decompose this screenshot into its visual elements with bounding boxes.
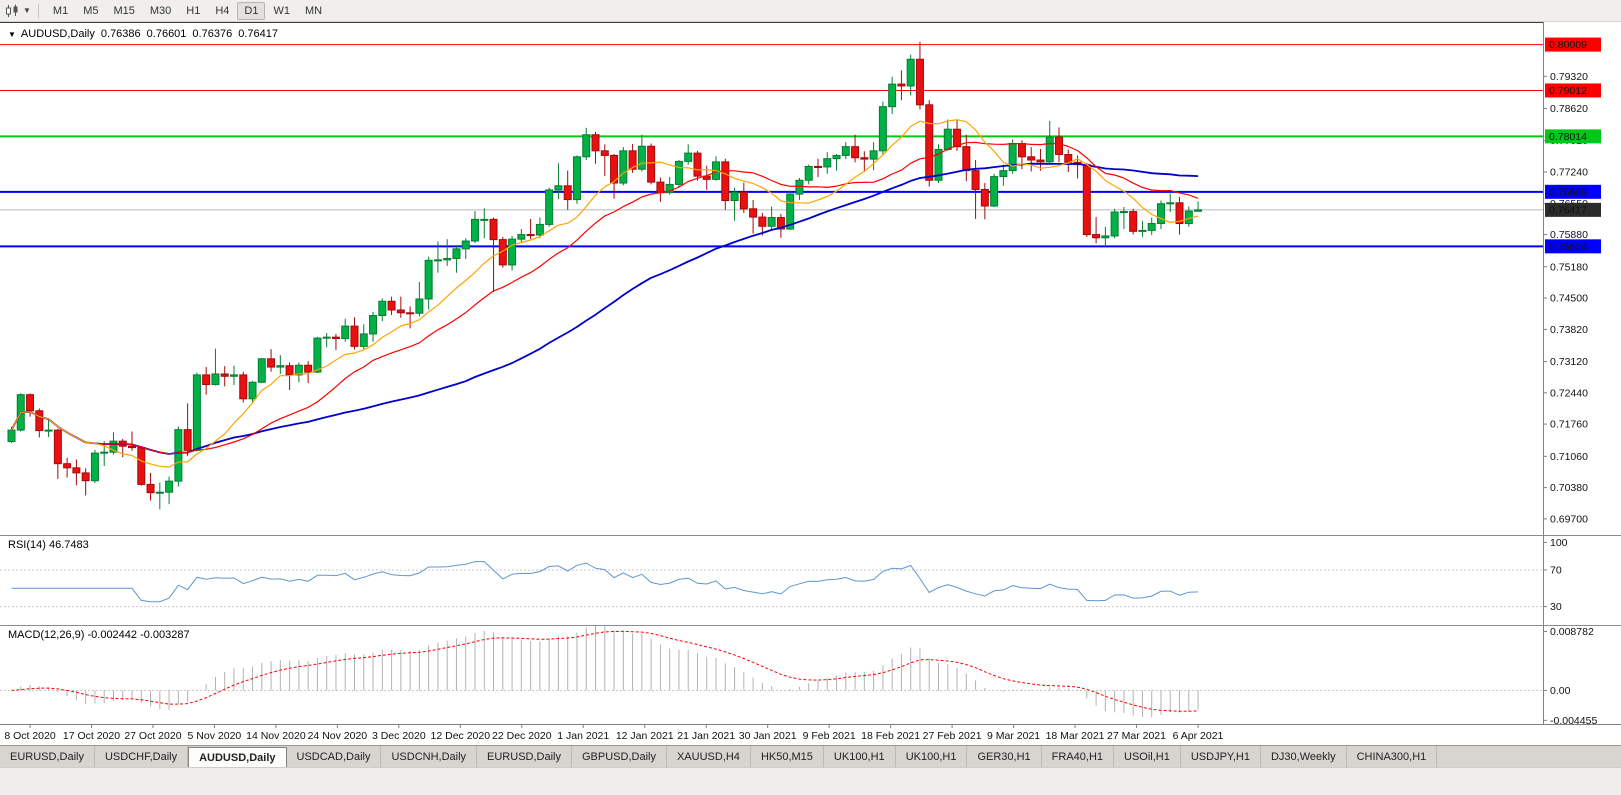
- svg-text:0.69700: 0.69700: [1550, 513, 1588, 525]
- timeframe-toolbar: ▼ M1 M5 M15 M30 H1 H4 D1 W1 MN: [0, 0, 1621, 22]
- horizontal-level-lines[interactable]: [0, 44, 1543, 248]
- svg-text:18 Mar 2021: 18 Mar 2021: [1046, 730, 1105, 742]
- chart-tab-0-eurusd-daily[interactable]: EURUSD,Daily: [0, 746, 95, 767]
- svg-text:30: 30: [1550, 601, 1562, 613]
- svg-text:30 Jan 2021: 30 Jan 2021: [739, 730, 797, 742]
- svg-text:0.74500: 0.74500: [1550, 293, 1588, 305]
- chart-window: 0.793200.786200.779200.772400.765500.758…: [0, 22, 1621, 745]
- svg-text:22 Dec 2020: 22 Dec 2020: [492, 730, 552, 742]
- svg-text:-0.004455: -0.004455: [1550, 715, 1597, 727]
- price-axis[interactable]: 0.793200.786200.779200.772400.765500.758…: [1543, 22, 1621, 727]
- svg-text:0.79012: 0.79012: [1549, 85, 1587, 97]
- svg-text:0.73120: 0.73120: [1550, 356, 1588, 368]
- timeframe-button-m5[interactable]: M5: [83, 4, 99, 17]
- level-price-badge: 0.79012: [1545, 83, 1601, 98]
- svg-text:8 Oct 2020: 8 Oct 2020: [4, 730, 56, 742]
- svg-text:14 Nov 2020: 14 Nov 2020: [246, 730, 306, 742]
- level-price-badge: 0.76809: [1545, 184, 1601, 199]
- dropdown-caret-icon[interactable]: ▼: [23, 6, 31, 15]
- chart-tab-4-usdcnh-daily[interactable]: USDCNH,Daily: [381, 746, 478, 767]
- chart-tab-9-uk100-h1[interactable]: UK100,H1: [823, 746, 896, 767]
- chart-canvas[interactable]: 0.793200.786200.779200.772400.765500.758…: [0, 22, 1621, 745]
- svg-text:0.75624: 0.75624: [1549, 241, 1587, 253]
- timeframe-button-w1[interactable]: W1: [273, 4, 290, 17]
- timeframe-button-m30[interactable]: M30: [149, 4, 172, 17]
- timeframe-buttons: M1 M5 M15 M30 H1 H4 D1 W1 MN: [46, 1, 329, 20]
- timeframe-button-m15[interactable]: M15: [113, 4, 135, 17]
- chart-tab-8-hk50-m15[interactable]: HK50,M15: [750, 746, 824, 767]
- svg-text:0.78620: 0.78620: [1550, 103, 1588, 115]
- timeframe-button-h4[interactable]: H4: [215, 4, 230, 17]
- svg-text:0.73820: 0.73820: [1550, 324, 1588, 336]
- chart-tab-11-ger30-h1[interactable]: GER30,H1: [967, 746, 1042, 767]
- pane-separators[interactable]: [0, 535, 1621, 626]
- svg-text:27 Oct 2020: 27 Oct 2020: [124, 730, 181, 742]
- chart-tab-5-eurusd-daily[interactable]: EURUSD,Daily: [477, 746, 572, 767]
- svg-text:0.76809: 0.76809: [1549, 186, 1587, 198]
- level-price-badge: 0.75624: [1545, 239, 1601, 254]
- svg-text:18 Feb 2021: 18 Feb 2021: [861, 730, 920, 742]
- chart-tab-2-audusd-daily[interactable]: AUDUSD,Daily: [188, 747, 287, 767]
- svg-text:21 Jan 2021: 21 Jan 2021: [677, 730, 735, 742]
- toolbar-separator: [37, 3, 39, 18]
- date-axis[interactable]: 8 Oct 2020 17 Oct 2020 27 Oct 2020 5 Nov 20…: [0, 724, 1621, 745]
- svg-text:100: 100: [1550, 537, 1568, 549]
- chart-tab-6-gbpusd-daily[interactable]: GBPUSD,Daily: [572, 746, 667, 767]
- chart-background: [0, 22, 1621, 745]
- svg-text:0.79320: 0.79320: [1550, 71, 1588, 83]
- svg-text:0.75880: 0.75880: [1550, 229, 1588, 241]
- timeframe-button-m1[interactable]: M1: [52, 4, 69, 17]
- candlestick-glyph: [6, 4, 18, 17]
- svg-text:17 Oct 2020: 17 Oct 2020: [63, 730, 120, 742]
- chart-tabs-bar: EURUSD,Daily USDCHF,Daily AUDUSD,Daily USDC…: [0, 745, 1621, 767]
- rsi-pane[interactable]: [0, 561, 1543, 608]
- chart-tab-16-china300-h1[interactable]: CHINA300,H1: [1346, 746, 1438, 767]
- moving-average-lines: [10, 119, 1199, 468]
- chart-tab-15-dj30-weekly[interactable]: DJ30,Weekly: [1260, 746, 1347, 767]
- svg-text:0.76417: 0.76417: [1549, 204, 1587, 216]
- chart-tab-10-uk100-h1[interactable]: UK100,H1: [895, 746, 968, 767]
- level-price-badge: 0.80009: [1545, 37, 1601, 52]
- chart-tab-14-usdjpy-h1[interactable]: USDJPY,H1: [1180, 746, 1261, 767]
- svg-text:27 Mar 2021: 27 Mar 2021: [1107, 730, 1166, 742]
- chart-type-icon[interactable]: [4, 3, 22, 19]
- svg-text:0.77240: 0.77240: [1550, 166, 1588, 178]
- timeframe-button-h1[interactable]: H1: [186, 4, 201, 17]
- svg-text:24 Nov 2020: 24 Nov 2020: [308, 730, 368, 742]
- svg-text:70: 70: [1550, 564, 1562, 576]
- svg-text:0.75180: 0.75180: [1550, 261, 1588, 273]
- svg-text:12 Jan 2021: 12 Jan 2021: [616, 730, 674, 742]
- level-price-badge: 0.78014: [1545, 129, 1601, 144]
- chart-tab-1-usdchf-daily[interactable]: USDCHF,Daily: [94, 746, 189, 767]
- svg-text:9 Mar 2021: 9 Mar 2021: [987, 730, 1040, 742]
- svg-text:0.80009: 0.80009: [1549, 39, 1587, 51]
- current-price-badge: 0.76417: [1545, 202, 1601, 217]
- svg-text:0.78014: 0.78014: [1549, 131, 1587, 143]
- chart-tab-3-usdcad-daily[interactable]: USDCAD,Daily: [286, 746, 382, 767]
- svg-text:9 Feb 2021: 9 Feb 2021: [803, 730, 856, 742]
- svg-text:27 Feb 2021: 27 Feb 2021: [923, 730, 982, 742]
- svg-text:0.70380: 0.70380: [1550, 482, 1588, 494]
- svg-text:0.71760: 0.71760: [1550, 419, 1588, 431]
- svg-text:0.008782: 0.008782: [1550, 626, 1594, 638]
- chart-tab-12-fra40-h1[interactable]: FRA40,H1: [1041, 746, 1115, 767]
- status-bar: [0, 767, 1621, 795]
- svg-text:5 Nov 2020: 5 Nov 2020: [188, 730, 242, 742]
- svg-text:6 Apr 2021: 6 Apr 2021: [1173, 730, 1224, 742]
- candlesticks[interactable]: [7, 41, 1203, 510]
- timeframe-button-d1[interactable]: D1: [237, 1, 266, 20]
- svg-text:3 Dec 2020: 3 Dec 2020: [372, 730, 426, 742]
- chart-tab-13-usoil-h1[interactable]: USOil,H1: [1114, 746, 1181, 767]
- timeframe-button-mn[interactable]: MN: [304, 4, 323, 17]
- svg-text:0.72440: 0.72440: [1550, 387, 1588, 399]
- macd-pane[interactable]: [0, 626, 1543, 718]
- svg-text:0.71060: 0.71060: [1550, 451, 1588, 463]
- svg-text:12 Dec 2020: 12 Dec 2020: [431, 730, 491, 742]
- chart-tab-7-xauusd-h4[interactable]: XAUUSD,H4: [666, 746, 751, 767]
- svg-text:0.00: 0.00: [1550, 685, 1571, 697]
- svg-text:1 Jan 2021: 1 Jan 2021: [557, 730, 609, 742]
